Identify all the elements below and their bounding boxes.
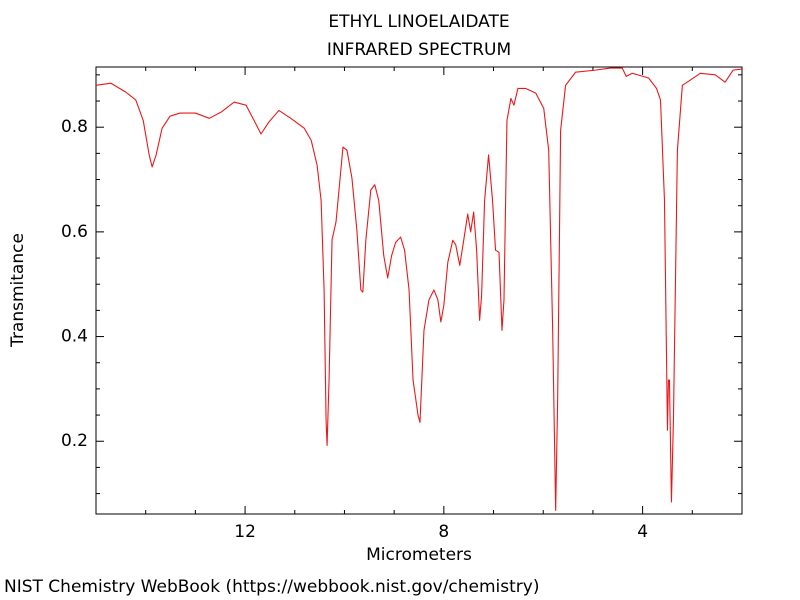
- plot-frame: [95, 66, 743, 515]
- chart-subtitle: INFRARED SPECTRUM: [327, 40, 511, 60]
- y-tick-label: 0.6: [61, 222, 88, 242]
- x-tick-label: 4: [637, 522, 648, 542]
- x-tick-label: 12: [234, 522, 256, 542]
- y-tick-label: 0.8: [61, 117, 88, 137]
- spectrum-line: [95, 67, 743, 511]
- y-tick-label: 0.2: [61, 431, 88, 451]
- y-tick-label: 0.4: [61, 327, 88, 347]
- x-axis-label: Micrometers: [366, 545, 472, 565]
- x-tick-label: 8: [438, 522, 449, 542]
- chart-title: ETHYL LINOELAIDATE: [328, 12, 509, 32]
- y-axis-label: Transmitance: [8, 233, 28, 348]
- source-note: NIST Chemistry WebBook (https://webbook.…: [4, 577, 539, 597]
